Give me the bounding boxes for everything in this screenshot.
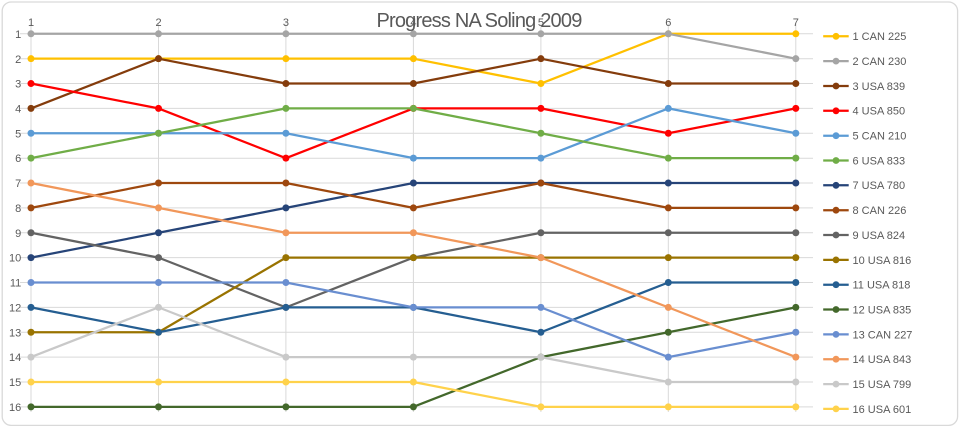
svg-text:6: 6 xyxy=(665,17,671,29)
svg-text:2: 2 xyxy=(15,54,21,66)
svg-text:4 USA 850: 4 USA 850 xyxy=(853,106,906,118)
svg-text:Progress NA Soling 2009: Progress NA Soling 2009 xyxy=(376,10,582,32)
svg-text:1: 1 xyxy=(28,17,34,29)
svg-text:2 CAN 230: 2 CAN 230 xyxy=(853,56,907,68)
svg-text:2: 2 xyxy=(155,17,161,29)
svg-text:8: 8 xyxy=(15,203,21,215)
svg-text:13: 13 xyxy=(9,327,21,339)
svg-text:16 USA 601: 16 USA 601 xyxy=(853,404,912,416)
svg-text:3: 3 xyxy=(15,79,21,91)
svg-text:7 USA 780: 7 USA 780 xyxy=(853,180,906,192)
svg-text:16: 16 xyxy=(9,402,21,414)
svg-text:11 USA 818: 11 USA 818 xyxy=(853,280,911,292)
svg-text:8 CAN 226: 8 CAN 226 xyxy=(853,205,907,217)
svg-text:3: 3 xyxy=(283,17,289,29)
svg-text:12: 12 xyxy=(9,303,21,315)
svg-text:7: 7 xyxy=(15,178,21,190)
svg-text:5 CAN 210: 5 CAN 210 xyxy=(853,131,907,143)
svg-text:6: 6 xyxy=(15,153,21,165)
svg-text:15 USA 799: 15 USA 799 xyxy=(853,379,912,391)
svg-text:1: 1 xyxy=(15,29,21,41)
svg-text:12 USA 835: 12 USA 835 xyxy=(853,304,912,316)
svg-text:3 USA 839: 3 USA 839 xyxy=(853,81,906,93)
svg-text:15: 15 xyxy=(9,377,21,389)
svg-text:14 USA 843: 14 USA 843 xyxy=(853,354,912,366)
svg-text:9: 9 xyxy=(15,228,21,240)
svg-text:13 CAN 227: 13 CAN 227 xyxy=(853,329,913,341)
svg-text:14: 14 xyxy=(9,352,21,364)
svg-text:10: 10 xyxy=(9,253,21,265)
svg-text:6 USA 833: 6 USA 833 xyxy=(853,155,906,167)
svg-text:10 USA 816: 10 USA 816 xyxy=(853,255,912,267)
svg-text:4: 4 xyxy=(410,17,416,29)
svg-text:9 USA 824: 9 USA 824 xyxy=(853,230,906,242)
svg-text:7: 7 xyxy=(793,17,799,29)
svg-text:5: 5 xyxy=(538,17,544,29)
svg-text:1 CAN 225: 1 CAN 225 xyxy=(853,31,907,43)
svg-text:4: 4 xyxy=(15,104,21,116)
svg-text:5: 5 xyxy=(15,128,21,140)
svg-text:11: 11 xyxy=(10,278,21,290)
